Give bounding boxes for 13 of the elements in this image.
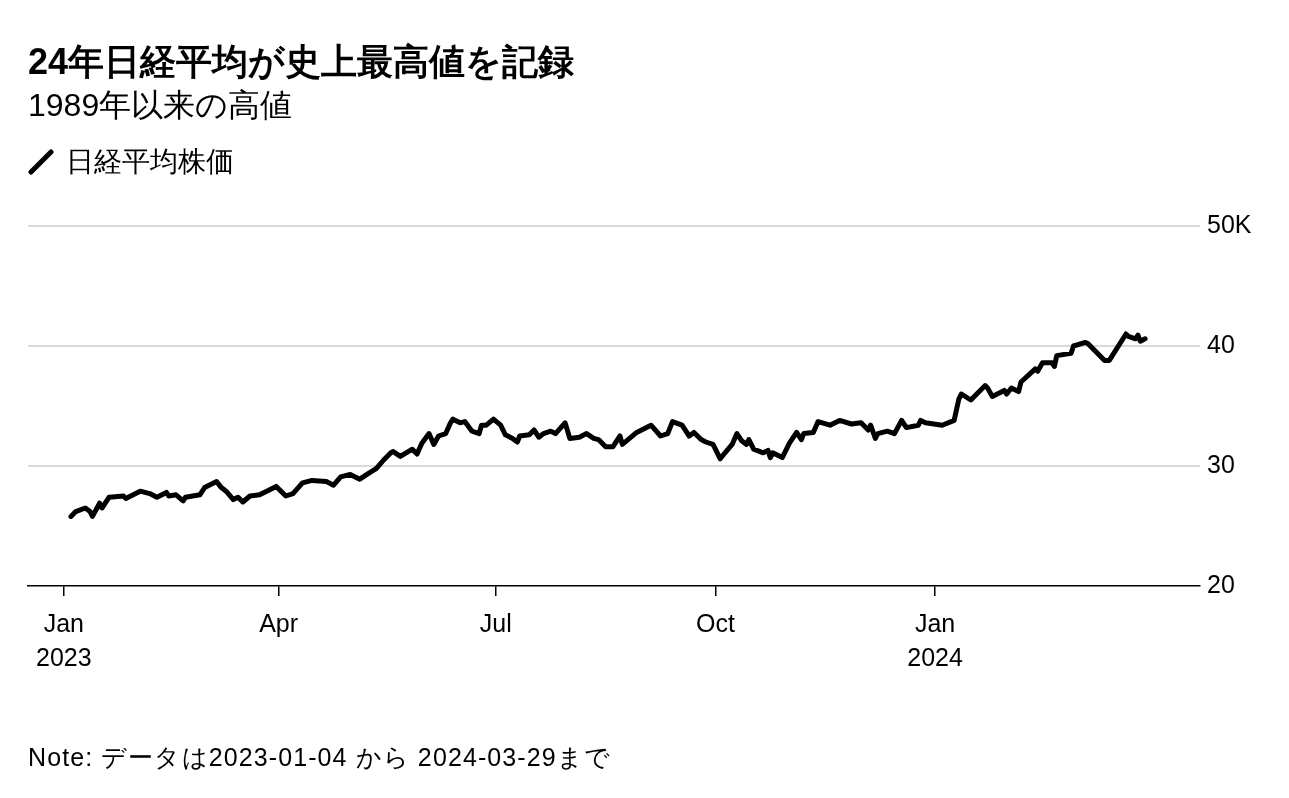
y-tick-label: 20 (1207, 569, 1235, 598)
text: Note: データは2023-01-04 から 2024-03-29まで (28, 742, 611, 773)
x-tick-label: Jul (479, 608, 512, 637)
x-tick-label: Oct (695, 608, 735, 637)
x-tick-label: Apr (259, 608, 299, 637)
y-tick-label: 40 (1207, 329, 1235, 358)
x-tick-label: Jan 2023 (35, 608, 92, 671)
y-tick-label: 50K (1207, 209, 1252, 238)
x-tick-label: Jan 2024 (907, 608, 963, 671)
y-tick-label: 30 (1207, 449, 1235, 478)
chart-title: 24年日経平均が史上最高値を記録 (28, 40, 575, 84)
legend-label: 日経平均株価 (66, 145, 234, 179)
chart-subtitle: 1989年以来の高値 (28, 86, 293, 125)
